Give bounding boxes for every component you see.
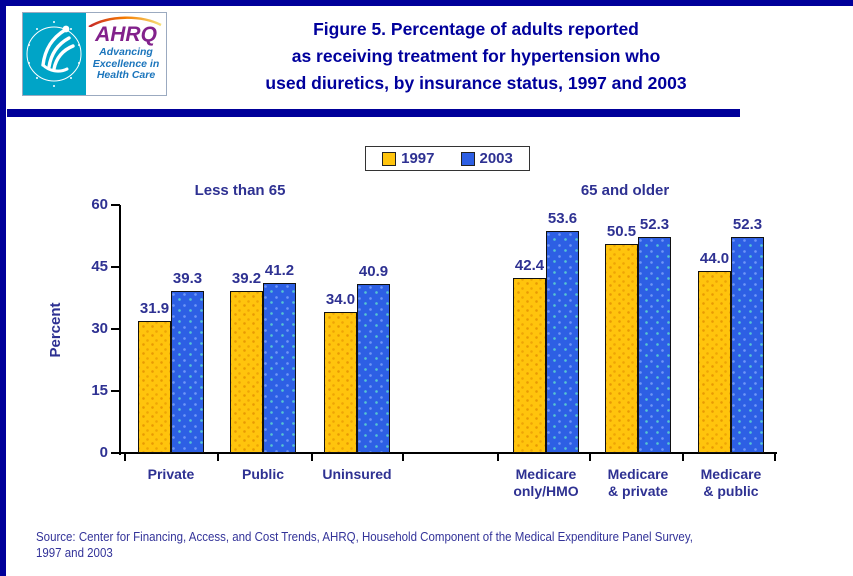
bar-value-label: 39.3 xyxy=(172,269,203,287)
bar-2003-uninsured xyxy=(357,283,390,453)
y-tick-mark xyxy=(111,328,120,330)
hhs-logo xyxy=(23,13,86,95)
x-category-label-line: Private xyxy=(147,466,195,482)
bar-1997-medicare-only-hmo xyxy=(513,277,546,453)
y-tick-label: 30 xyxy=(91,320,108,337)
x-tick-mark xyxy=(682,454,684,461)
bar-1997-uninsured xyxy=(324,312,357,453)
bar-value-label: 50.5 xyxy=(606,223,637,241)
bar-value-label: 41.2 xyxy=(264,261,295,279)
x-tick-mark xyxy=(497,454,499,461)
x-category-label: Public xyxy=(215,466,311,483)
x-tick-mark xyxy=(402,454,404,461)
bar-1997-medicare-private xyxy=(605,244,638,453)
bar-2003-medicare-private xyxy=(638,236,671,453)
ahrq-wordmark: AHRQ xyxy=(95,23,157,46)
bar-2003-medicare-public xyxy=(731,236,764,453)
tagline-line: Health Care xyxy=(96,69,156,81)
x-tick-mark xyxy=(124,454,126,461)
y-tick-mark xyxy=(111,390,120,392)
bar-2003-medicare-only-hmo xyxy=(546,231,579,453)
ahrq-tagline: Advancing Excellence in Health Care xyxy=(86,46,166,82)
x-category-label-line: Uninsured xyxy=(322,466,392,482)
bar-1997-private xyxy=(138,321,171,453)
y-axis-line xyxy=(119,205,121,455)
legend-item-2003: 2003 xyxy=(460,150,513,167)
x-category-label-line: & public xyxy=(703,483,759,499)
tagline-line: Advancing xyxy=(99,46,153,58)
y-tick-label: 60 xyxy=(91,196,108,213)
rainbow-arc-icon xyxy=(88,16,162,27)
bar-value-label: 42.4 xyxy=(514,256,545,274)
x-category-label-line: & private xyxy=(608,483,668,499)
x-category-label-line: Medicare xyxy=(607,466,669,482)
source-line-1: Source: Center for Financing, Access, an… xyxy=(36,530,693,544)
x-category-label: Medicare & public xyxy=(683,466,779,500)
bar-1997-public xyxy=(230,290,263,453)
legend-swatch-2003 xyxy=(460,151,475,166)
title-line-3: used diuretics, by insurance status, 199… xyxy=(265,73,687,93)
legend-label-1997: 1997 xyxy=(401,150,435,167)
bar-value-label: 39.2 xyxy=(231,269,262,287)
y-tick-label: 15 xyxy=(91,382,108,399)
x-category-label-line: Medicare xyxy=(700,466,762,482)
bar-1997-medicare-public xyxy=(698,271,731,453)
bar-value-label: 52.3 xyxy=(732,215,763,233)
legend-label-2003: 2003 xyxy=(479,150,513,167)
x-category-label: Uninsured xyxy=(309,466,405,483)
x-category-label-line: Medicare xyxy=(515,466,577,482)
y-tick-mark xyxy=(111,266,120,268)
x-tick-mark xyxy=(217,454,219,461)
x-tick-mark xyxy=(774,454,776,461)
x-category-label: Medicare only/HMO xyxy=(498,466,594,500)
y-tick-label: 45 xyxy=(91,258,108,275)
legend-swatch-1997 xyxy=(382,151,397,166)
group-header-under-65: Less than 65 xyxy=(194,182,286,199)
bar-value-label: 52.3 xyxy=(639,215,670,233)
x-tick-mark xyxy=(311,454,313,461)
tagline-line: Excellence in xyxy=(92,57,160,70)
x-category-label: Medicare & private xyxy=(590,466,686,500)
x-tick-mark xyxy=(589,454,591,461)
legend-item-1997: 1997 xyxy=(382,150,435,167)
hhs-eagle-icon xyxy=(26,21,82,87)
ahrq-logo: AHRQ Advancing Excellence in Health Care xyxy=(86,13,166,95)
y-tick-mark xyxy=(111,452,120,454)
x-category-label-line: only/HMO xyxy=(513,483,579,499)
y-tick-mark xyxy=(111,204,120,206)
bar-value-label: 31.9 xyxy=(139,300,170,318)
chart-legend: 1997 2003 xyxy=(365,146,530,171)
group-header-65-older: 65 and older xyxy=(580,182,670,199)
x-axis-line xyxy=(119,452,777,454)
title-line-1: Figure 5. Percentage of adults reported xyxy=(313,19,639,39)
figure-title: Figure 5. Percentage of adults reported … xyxy=(176,16,776,97)
source-note: Source: Center for Financing, Access, an… xyxy=(36,530,772,561)
y-tick-label: 0 xyxy=(99,444,108,461)
bar-2003-private xyxy=(171,290,204,453)
title-underline-band xyxy=(7,109,740,117)
x-category-label: Private xyxy=(123,466,219,483)
source-line-2: 1997 and 2003 xyxy=(36,545,113,560)
x-category-label-line: Public xyxy=(241,466,284,482)
bar-value-label: 40.9 xyxy=(358,262,389,280)
bar-value-label: 44.0 xyxy=(699,250,730,268)
agency-logo-block: AHRQ Advancing Excellence in Health Care xyxy=(22,12,167,96)
bar-2003-public xyxy=(263,282,296,453)
bar-value-label: 34.0 xyxy=(325,291,356,309)
title-line-2: as receiving treatment for hypertension … xyxy=(291,46,661,66)
bar-value-label: 53.6 xyxy=(547,210,578,228)
